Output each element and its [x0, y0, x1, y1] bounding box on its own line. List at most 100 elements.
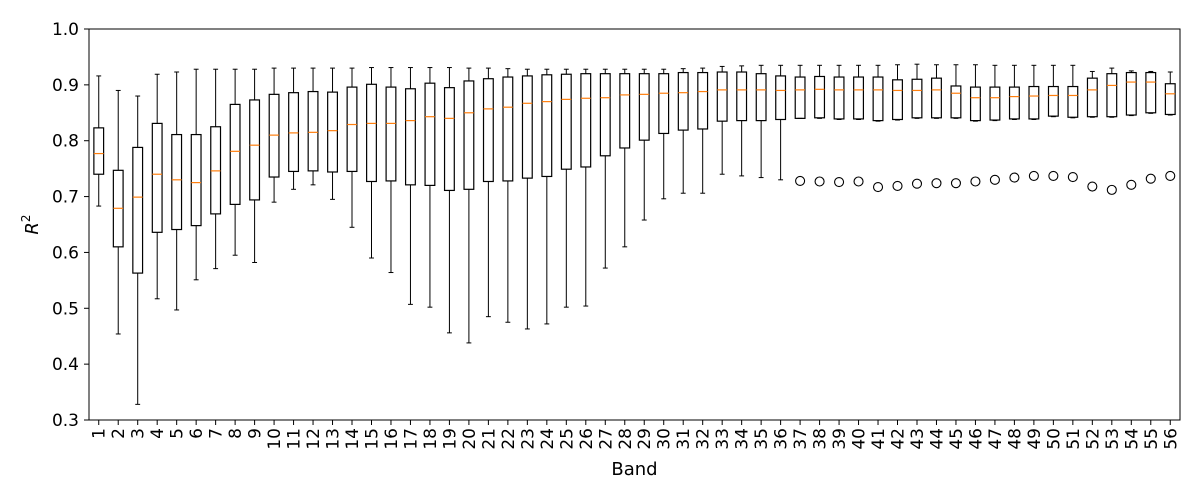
x-tick-label: 33: [713, 428, 733, 450]
iqr-box: [502, 76, 514, 182]
x-tick-label: 16: [382, 428, 402, 450]
box-band-2: [112, 89, 124, 335]
x-tick-label: 53: [1103, 428, 1123, 450]
iqr-box: [171, 133, 183, 231]
iqr-box: [599, 73, 611, 157]
iqr-box: [1086, 77, 1098, 118]
iqr-box: [969, 86, 981, 122]
y-axis: 0.3 0.4 0.5 0.6 0.7 0.8 0.9 1.0: [52, 20, 89, 431]
box-band-22: [502, 68, 514, 323]
box-band-32: [697, 67, 709, 194]
box-band-24: [541, 68, 553, 325]
x-tick-label: 14: [343, 428, 363, 450]
iqr-box: [716, 71, 728, 122]
box-band-7: [210, 68, 222, 270]
x-tick-label: 40: [850, 428, 870, 450]
iqr-box: [931, 77, 942, 119]
iqr-box: [1047, 85, 1059, 117]
iqr-box: [872, 76, 884, 122]
box-band-3: [132, 95, 144, 405]
box-band-38: [814, 64, 826, 187]
x-tick-label: 4: [148, 428, 168, 439]
outlier-point: [892, 180, 903, 192]
iqr-box: [1145, 71, 1157, 114]
x-tick-label: 2: [109, 428, 129, 439]
box-band-16: [385, 67, 397, 274]
x-tick-label: 54: [1122, 428, 1142, 450]
x-tick-label: 49: [1025, 428, 1045, 450]
x-tick-label: 41: [869, 428, 889, 450]
outlier-point: [853, 176, 864, 187]
x-tick-label: 24: [538, 428, 558, 450]
iqr-box: [1164, 83, 1176, 116]
box-band-42: [892, 64, 903, 192]
iqr-box: [989, 86, 1001, 121]
iqr-box: [288, 92, 300, 173]
box-band-48: [1008, 64, 1020, 183]
x-tick-label: 28: [616, 428, 636, 450]
iqr-box: [814, 75, 826, 119]
box-band-1: [93, 75, 105, 207]
outlier-point: [872, 182, 884, 193]
y-tick-label: 0.3: [52, 411, 79, 431]
box-band-13: [327, 67, 338, 200]
y-tick-label: 0.6: [52, 243, 79, 263]
y-tick-label: 1.0: [52, 20, 79, 40]
box-band-14: [346, 67, 358, 228]
x-tick-label: 51: [1064, 428, 1084, 450]
box-band-52: [1086, 70, 1098, 192]
iqr-box: [833, 76, 845, 120]
outlier-point: [1067, 171, 1078, 183]
x-tick-label: 52: [1083, 428, 1103, 450]
x-tick-label: 26: [577, 428, 597, 450]
box-band-51: [1067, 64, 1079, 183]
y-tick-label: 0.8: [52, 132, 79, 152]
box-band-56: [1164, 71, 1176, 181]
x-tick-label: 12: [304, 428, 324, 450]
iqr-box: [443, 87, 455, 192]
iqr-box: [346, 86, 358, 173]
box-band-11: [288, 67, 300, 190]
box-band-49: [1028, 64, 1040, 181]
x-tick-label: 17: [401, 428, 421, 450]
iqr-box: [1125, 71, 1137, 116]
iqr-box: [366, 83, 377, 183]
outlier-point: [1145, 173, 1156, 184]
x-tick-label: 1: [90, 428, 110, 439]
box-plot-marks: [93, 63, 1176, 405]
x-tick-label: 45: [947, 428, 967, 450]
x-axis-label: Band: [611, 459, 657, 480]
iqr-box: [853, 76, 865, 120]
box-band-45: [950, 64, 962, 189]
plot-area-frame: [88, 28, 1181, 421]
box-band-8: [229, 68, 241, 256]
x-tick-label: 5: [168, 428, 188, 439]
box-band-41: [872, 64, 884, 193]
outlier-point: [1048, 170, 1059, 181]
outlier-point: [970, 176, 981, 187]
iqr-box: [619, 73, 631, 149]
x-tick-label: 29: [635, 428, 655, 450]
x-tick-label: 6: [187, 428, 207, 439]
box-band-50: [1047, 64, 1059, 181]
iqr-box: [950, 85, 962, 119]
box-band-33: [716, 65, 728, 175]
x-tick-label: 7: [207, 428, 227, 439]
box-band-26: [580, 68, 592, 307]
iqr-box: [151, 122, 163, 233]
iqr-box: [249, 99, 261, 201]
iqr-box: [755, 73, 767, 122]
box-band-53: [1106, 67, 1118, 195]
box-band-29: [638, 68, 650, 221]
x-tick-label: 19: [440, 428, 460, 450]
x-tick-label: 25: [557, 428, 577, 450]
x-tick-label: 23: [518, 428, 538, 450]
x-tick-label: 11: [285, 428, 305, 450]
outlier-point: [814, 176, 825, 187]
iqr-box: [638, 73, 650, 141]
iqr-box: [911, 78, 923, 119]
y-axis-label-superscript: 2: [19, 214, 33, 222]
box-band-55: [1145, 70, 1157, 184]
iqr-box: [1106, 73, 1118, 118]
